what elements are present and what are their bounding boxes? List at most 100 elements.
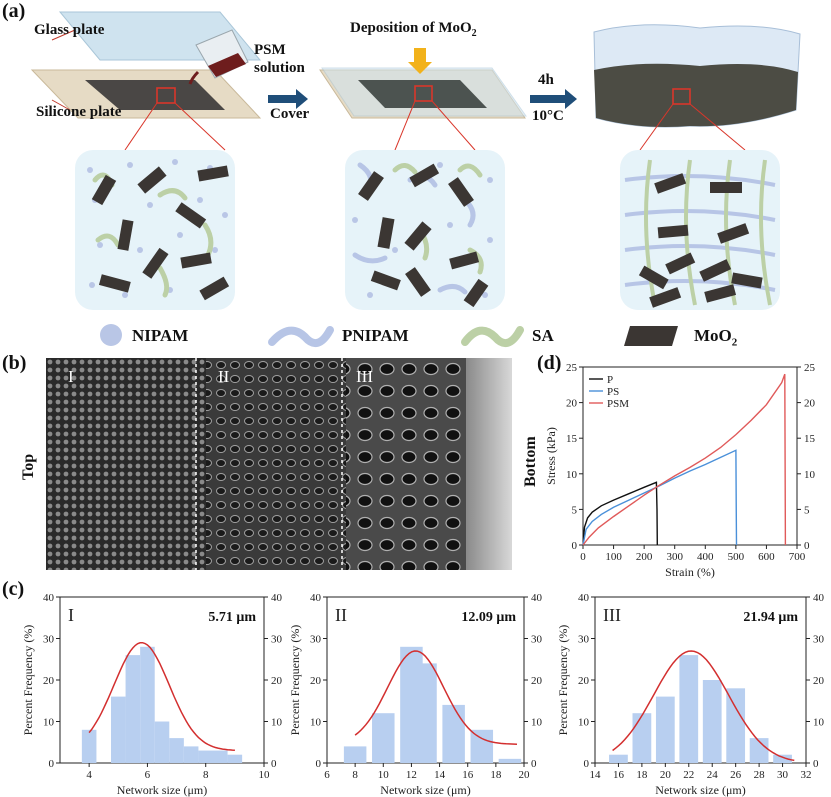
chart-c1-bar — [154, 721, 170, 763]
chart-c1-bar — [169, 738, 184, 763]
top-label: Top — [20, 453, 37, 480]
chart-c2-x-tick-label: 6 — [324, 769, 330, 781]
chart-c2-gaussian-fit — [354, 650, 518, 745]
chart-d-y-axis-label: Stress (kPa) — [544, 427, 558, 485]
chart-c3-bar — [609, 754, 628, 763]
nipam-legend-icon — [100, 324, 122, 346]
legend-nipam-label: NIPAM — [132, 326, 189, 345]
chart-c2-bar — [470, 729, 494, 763]
chart-d-y-tick-label: 25 — [566, 362, 578, 374]
chart-d-plot-frame — [582, 366, 798, 546]
chart-c1-y-tick-label: 20 — [43, 675, 55, 687]
panel-a-label: (a) — [2, 0, 26, 22]
chart-d-y-tick-label: 0 — [572, 540, 578, 552]
time-arrow-icon — [530, 89, 577, 109]
chart-d-x-axis-label: Strain (%) — [665, 565, 715, 579]
chart-c1-x-tick-label: 8 — [203, 769, 209, 781]
chart-c3-y-tick-label: 40 — [578, 592, 590, 604]
chart-d-y2-tick-label: 20 — [804, 398, 816, 410]
chart-c3-y2-tick-label: 20 — [813, 675, 825, 687]
chart-c3-y-tick-label: 30 — [578, 634, 590, 646]
chart-c3-y-axis-label: Percent Frequency (%) — [556, 625, 570, 736]
chart-c1-y-axis-label: Percent Frequency (%) — [21, 625, 35, 736]
chart-d-y2-tick-label: 5 — [804, 504, 810, 516]
chart-c3-y2-tick-label: 30 — [813, 634, 825, 646]
chart-c2-x-tick-label: 20 — [519, 769, 531, 781]
beaker-icon — [188, 29, 249, 85]
chart-d-x-tick-label: 100 — [605, 551, 622, 563]
sem-image: I II III — [46, 358, 512, 570]
chart-c3-bar — [749, 738, 769, 763]
chart-c3-gaussian-fit — [612, 650, 795, 762]
chart-d-y-tick-label: 20 — [566, 398, 578, 410]
chart-c3-x-tick-label: 16 — [613, 769, 625, 781]
chart-c2-x-axis-label: Network size (μm) — [380, 783, 470, 797]
chart-c1-y-tick-label: 0 — [49, 758, 55, 770]
psm-film-shape — [85, 80, 225, 110]
chart-c1-x-axis-label: Network size (μm) — [117, 783, 207, 797]
chart-c3-y2-tick-label: 10 — [813, 717, 825, 729]
chart-c2-x-tick-label: 10 — [378, 769, 390, 781]
silicone-plate-label: Silicone plate — [36, 104, 122, 120]
legend-label-psm: PSM — [607, 398, 629, 410]
chart-c1-y-tick-label: 10 — [43, 717, 55, 729]
chart-c1-mean-label: 5.71 μm — [208, 610, 256, 625]
chart-c2-y2-tick-label: 10 — [531, 717, 543, 729]
chart-c1-bar — [213, 750, 228, 763]
chart-c2-y-tick-label: 40 — [310, 592, 322, 604]
chart-c3-x-tick-label: 18 — [636, 769, 648, 781]
chart-c3-plot-frame — [594, 596, 807, 764]
chart-c2-bar — [498, 758, 522, 763]
chart-c1-plot-frame — [59, 596, 265, 764]
cover-label: Cover — [270, 106, 310, 122]
chart-c2-x-tick-label: 16 — [462, 769, 474, 781]
chart-d-y2-tick-label: 0 — [804, 540, 810, 552]
chart-c2-y2-tick-label: 30 — [531, 634, 543, 646]
chart-c3-bar — [655, 696, 675, 763]
chart-c1-y-tick-label: 40 — [43, 592, 55, 604]
chart-c3-x-axis-label: Network size (μm) — [655, 783, 745, 797]
region-iii-label: III — [356, 367, 373, 386]
chart-c1-region-label: I — [68, 605, 74, 625]
chart-d-x-tick-label: 600 — [758, 551, 775, 563]
chart-c2-plot-frame — [326, 596, 525, 764]
chart-c1-x-tick-label: 4 — [86, 769, 92, 781]
chart-c2-bar — [400, 646, 423, 763]
chart-c3-bar — [632, 713, 652, 763]
chart-c3-x-tick-label: 24 — [707, 769, 719, 781]
chart-d-x-tick-label: 0 — [580, 551, 586, 563]
chart-d-y-tick-label: 15 — [566, 433, 578, 445]
psm-solution-label-1: PSM — [254, 42, 286, 58]
chart-c2-y-tick-label: 0 — [316, 758, 322, 770]
chart-c2-bar — [414, 663, 437, 763]
chart-c1-y-tick-label: 30 — [43, 634, 55, 646]
chart-c3-x-tick-label: 26 — [730, 769, 742, 781]
chart-c2-mean-label: 12.09 μm — [461, 610, 516, 625]
region-i-label: I — [68, 367, 74, 386]
chart-c3-y-tick-label: 20 — [578, 675, 590, 687]
chart-c2-bar — [442, 704, 465, 763]
chart-c1-bar — [198, 750, 213, 763]
legend-moo2-label: MoO2 — [694, 326, 738, 349]
legend-pnipam-label: PNIPAM — [342, 326, 409, 345]
chart-c3-x-tick-label: 30 — [777, 769, 789, 781]
chart-c2-y-tick-label: 20 — [310, 675, 322, 687]
chart-c1-bar — [81, 729, 97, 763]
deposition-label: Deposition of MoO2 — [350, 20, 477, 39]
chart-c1-gaussian-fit — [88, 641, 235, 751]
chart-c2-bar — [343, 746, 367, 763]
chart-c1-y2-tick-label: 40 — [271, 592, 283, 604]
chart-d-y-tick-label: 5 — [572, 504, 578, 516]
zoom-box-1 — [75, 150, 235, 310]
chart-c3-x-tick-label: 22 — [683, 769, 694, 781]
chart-d-y2-tick-label: 25 — [804, 362, 816, 374]
chart-c1-y2-tick-label: 10 — [271, 717, 283, 729]
chart-c2-y2-tick-label: 0 — [531, 758, 537, 770]
chart-c2-y-axis-label: Percent Frequency (%) — [288, 625, 302, 736]
chart-c3-bar — [773, 754, 792, 763]
chart-c1-bar — [111, 696, 126, 763]
cover-arrow-icon — [268, 89, 308, 109]
series-line-ps — [582, 449, 738, 546]
chart-c2-x-tick-label: 14 — [434, 769, 446, 781]
chart-c3-mean-label: 21.94 μm — [743, 610, 798, 625]
